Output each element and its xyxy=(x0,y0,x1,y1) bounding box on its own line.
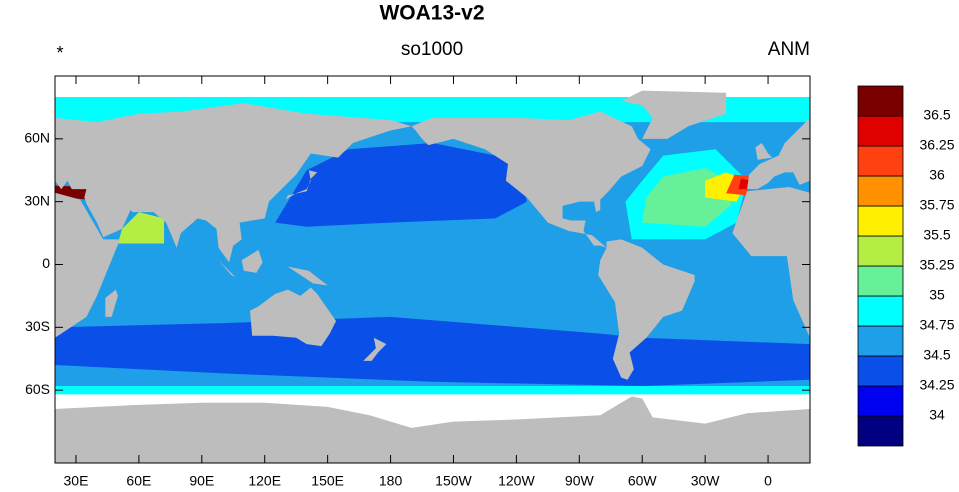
x-tick-label: 30E xyxy=(64,473,89,489)
colorbar-box xyxy=(857,115,904,147)
land xyxy=(287,266,328,286)
colorbar-box xyxy=(857,235,904,267)
x-tick-label: 0 xyxy=(764,473,772,489)
colorbar-box xyxy=(857,355,904,387)
land xyxy=(0,396,55,463)
colorbar-box xyxy=(857,175,904,207)
colorbar-label: 34 xyxy=(929,407,945,423)
colorbar-box xyxy=(857,85,904,117)
x-tick-label: 120E xyxy=(248,473,281,489)
land xyxy=(747,117,810,190)
colorbar-box xyxy=(857,145,904,177)
y-tick-label: 60N xyxy=(24,130,50,146)
land xyxy=(105,289,118,317)
right-label: ANM xyxy=(768,39,810,60)
land xyxy=(598,239,695,380)
colorbar-label: 34.25 xyxy=(919,377,954,393)
land xyxy=(732,187,810,338)
land xyxy=(55,192,121,338)
land xyxy=(755,143,773,160)
y-tick-label: 60S xyxy=(25,381,50,397)
land xyxy=(55,103,412,263)
colorbar-label: 35.5 xyxy=(923,227,950,243)
x-tick-label: 150E xyxy=(311,473,344,489)
y-tick-label: 30N xyxy=(24,192,50,208)
colorbar-box xyxy=(857,205,904,237)
center-label: so1000 xyxy=(401,39,463,60)
land xyxy=(363,337,387,361)
map-frame xyxy=(54,75,811,464)
left-label: * xyxy=(56,43,63,63)
land xyxy=(285,170,318,200)
x-tick-label: 180 xyxy=(379,473,403,489)
land xyxy=(621,90,727,139)
x-tick-label: 150W xyxy=(435,473,472,489)
ocean-zone xyxy=(117,212,165,244)
y-tick-label: 0 xyxy=(42,255,50,271)
x-tick-label: 60E xyxy=(126,473,151,489)
land xyxy=(212,254,236,278)
colorbar-label: 34.5 xyxy=(923,347,950,363)
colorbar-box xyxy=(857,385,904,417)
colorbar-label: 36.5 xyxy=(923,107,950,123)
colorbar-label: 34.75 xyxy=(919,317,954,333)
x-tick-label: 90E xyxy=(189,473,214,489)
map-area xyxy=(0,76,810,463)
x-tick-label: 30W xyxy=(691,473,721,489)
land xyxy=(411,111,651,248)
land xyxy=(55,396,810,463)
colorbar-box xyxy=(857,415,904,447)
ocean-zone xyxy=(275,143,527,227)
title: WOA13-v2 xyxy=(379,2,484,25)
colorbar-label: 36 xyxy=(929,167,945,183)
colorbar-box xyxy=(857,295,904,327)
colorbar-label: 36.25 xyxy=(919,137,954,153)
colorbar-box xyxy=(857,325,904,357)
x-tick-label: 120W xyxy=(498,473,535,489)
colorbar-label: 35.25 xyxy=(919,257,954,273)
colorbar-box xyxy=(857,265,904,297)
x-tick-label: 60W xyxy=(628,473,658,489)
land xyxy=(0,143,17,160)
colorbar-label: 35 xyxy=(929,287,945,303)
land xyxy=(241,249,263,273)
land xyxy=(250,287,337,347)
x-tick-label: 90W xyxy=(565,473,595,489)
colorbar-label: 35.75 xyxy=(919,197,954,213)
y-tick-label: 30S xyxy=(25,318,50,334)
